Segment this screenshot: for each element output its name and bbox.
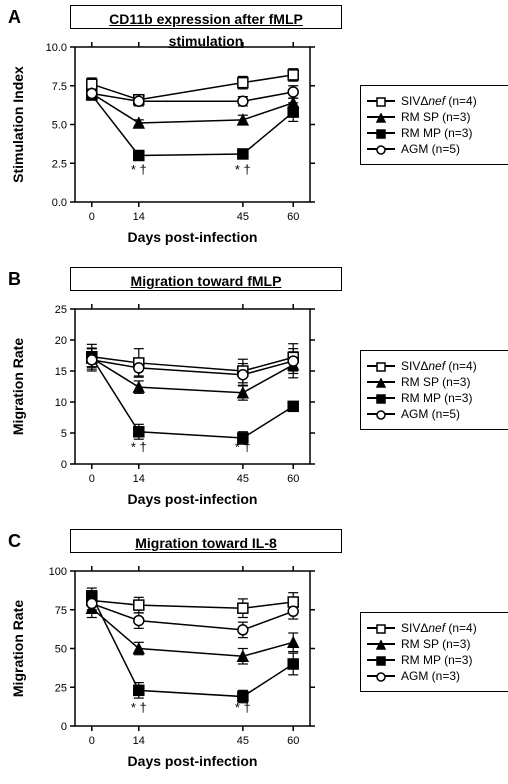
- svg-text:* †: * †: [235, 440, 251, 455]
- legend-label: AGM (n=3): [401, 669, 460, 683]
- legend-label: SIVΔnef (n=4): [401, 359, 477, 373]
- legend-row: SIVΔnef (n=4): [367, 94, 502, 108]
- svg-text:Days post-infection: Days post-infection: [128, 229, 258, 245]
- svg-text:10: 10: [55, 397, 67, 409]
- legend-label: RM SP (n=3): [401, 110, 470, 124]
- svg-text:Days post-infection: Days post-infection: [128, 753, 258, 769]
- svg-text:* †: * †: [235, 162, 251, 177]
- svg-text:100: 100: [49, 566, 67, 578]
- legend-symbol: [367, 653, 395, 667]
- svg-text:45: 45: [237, 735, 249, 747]
- svg-text:25: 25: [55, 682, 67, 694]
- svg-text:* †: * †: [131, 162, 147, 177]
- svg-text:0: 0: [89, 473, 95, 485]
- legend: SIVΔnef (n=4) RM SP (n=3) RM MP (n=3) AG…: [360, 612, 508, 692]
- svg-text:14: 14: [133, 211, 145, 223]
- svg-text:0: 0: [89, 735, 95, 747]
- legend-label: AGM (n=5): [401, 142, 460, 156]
- legend: SIVΔnef (n=4) RM SP (n=3) RM MP (n=3) AG…: [360, 350, 508, 430]
- legend-row: RM MP (n=3): [367, 126, 502, 140]
- legend-label: RM MP (n=3): [401, 391, 472, 405]
- legend-row: RM MP (n=3): [367, 391, 502, 405]
- svg-text:0: 0: [89, 211, 95, 223]
- legend-row: RM MP (n=3): [367, 653, 502, 667]
- legend: SIVΔnef (n=4) RM SP (n=3) RM MP (n=3) AG…: [360, 85, 508, 165]
- legend-row: AGM (n=3): [367, 669, 502, 683]
- svg-text:10.0: 10.0: [46, 42, 67, 54]
- svg-text:15: 15: [55, 366, 67, 378]
- legend-label: RM MP (n=3): [401, 126, 472, 140]
- legend-symbol: [367, 110, 395, 124]
- legend-label: RM SP (n=3): [401, 637, 470, 651]
- svg-text:* †: * †: [131, 700, 147, 715]
- panel-b: B Migration toward fMLP 0510152025014456…: [0, 267, 508, 522]
- legend-label: SIVΔnef (n=4): [401, 94, 477, 108]
- svg-text:60: 60: [287, 211, 299, 223]
- legend-symbol: [367, 621, 395, 635]
- svg-text:Stimulation Index: Stimulation Index: [10, 66, 26, 183]
- legend-symbol: [367, 637, 395, 651]
- svg-text:75: 75: [55, 605, 67, 617]
- svg-text:14: 14: [133, 473, 145, 485]
- legend-row: SIVΔnef (n=4): [367, 359, 502, 373]
- svg-text:60: 60: [287, 473, 299, 485]
- legend-label: SIVΔnef (n=4): [401, 621, 477, 635]
- legend-label: AGM (n=5): [401, 407, 460, 421]
- svg-text:25: 25: [55, 304, 67, 316]
- legend-symbol: [367, 669, 395, 683]
- svg-text:Days post-infection: Days post-infection: [128, 491, 258, 507]
- svg-text:45: 45: [237, 211, 249, 223]
- svg-text:14: 14: [133, 735, 145, 747]
- svg-text:5: 5: [61, 428, 67, 440]
- panel-c: C Migration toward IL-8 0255075100014456…: [0, 529, 508, 784]
- svg-text:* †: * †: [131, 440, 147, 455]
- svg-text:60: 60: [287, 735, 299, 747]
- legend-symbol: [367, 359, 395, 373]
- legend-row: AGM (n=5): [367, 407, 502, 421]
- svg-text:0: 0: [61, 459, 67, 471]
- svg-text:50: 50: [55, 644, 67, 656]
- legend-symbol: [367, 142, 395, 156]
- svg-text:2.5: 2.5: [52, 158, 67, 170]
- legend-symbol: [367, 126, 395, 140]
- svg-text:45: 45: [237, 473, 249, 485]
- svg-text:* †: * †: [235, 700, 251, 715]
- svg-text:Migration Rate: Migration Rate: [10, 600, 26, 697]
- svg-text:7.5: 7.5: [52, 81, 67, 93]
- svg-text:20: 20: [55, 335, 67, 347]
- legend-row: RM SP (n=3): [367, 375, 502, 389]
- legend-row: RM SP (n=3): [367, 637, 502, 651]
- legend-row: SIVΔnef (n=4): [367, 621, 502, 635]
- legend-row: RM SP (n=3): [367, 110, 502, 124]
- legend-symbol: [367, 375, 395, 389]
- legend-row: AGM (n=5): [367, 142, 502, 156]
- legend-symbol: [367, 391, 395, 405]
- svg-text:5.0: 5.0: [52, 120, 67, 132]
- legend-symbol: [367, 407, 395, 421]
- legend-label: RM SP (n=3): [401, 375, 470, 389]
- svg-text:0: 0: [61, 721, 67, 733]
- panel-a: A CD11b expression after fMLP stimulatio…: [0, 5, 508, 260]
- legend-label: RM MP (n=3): [401, 653, 472, 667]
- legend-symbol: [367, 94, 395, 108]
- svg-text:Migration Rate: Migration Rate: [10, 338, 26, 435]
- svg-text:0.0: 0.0: [52, 197, 67, 209]
